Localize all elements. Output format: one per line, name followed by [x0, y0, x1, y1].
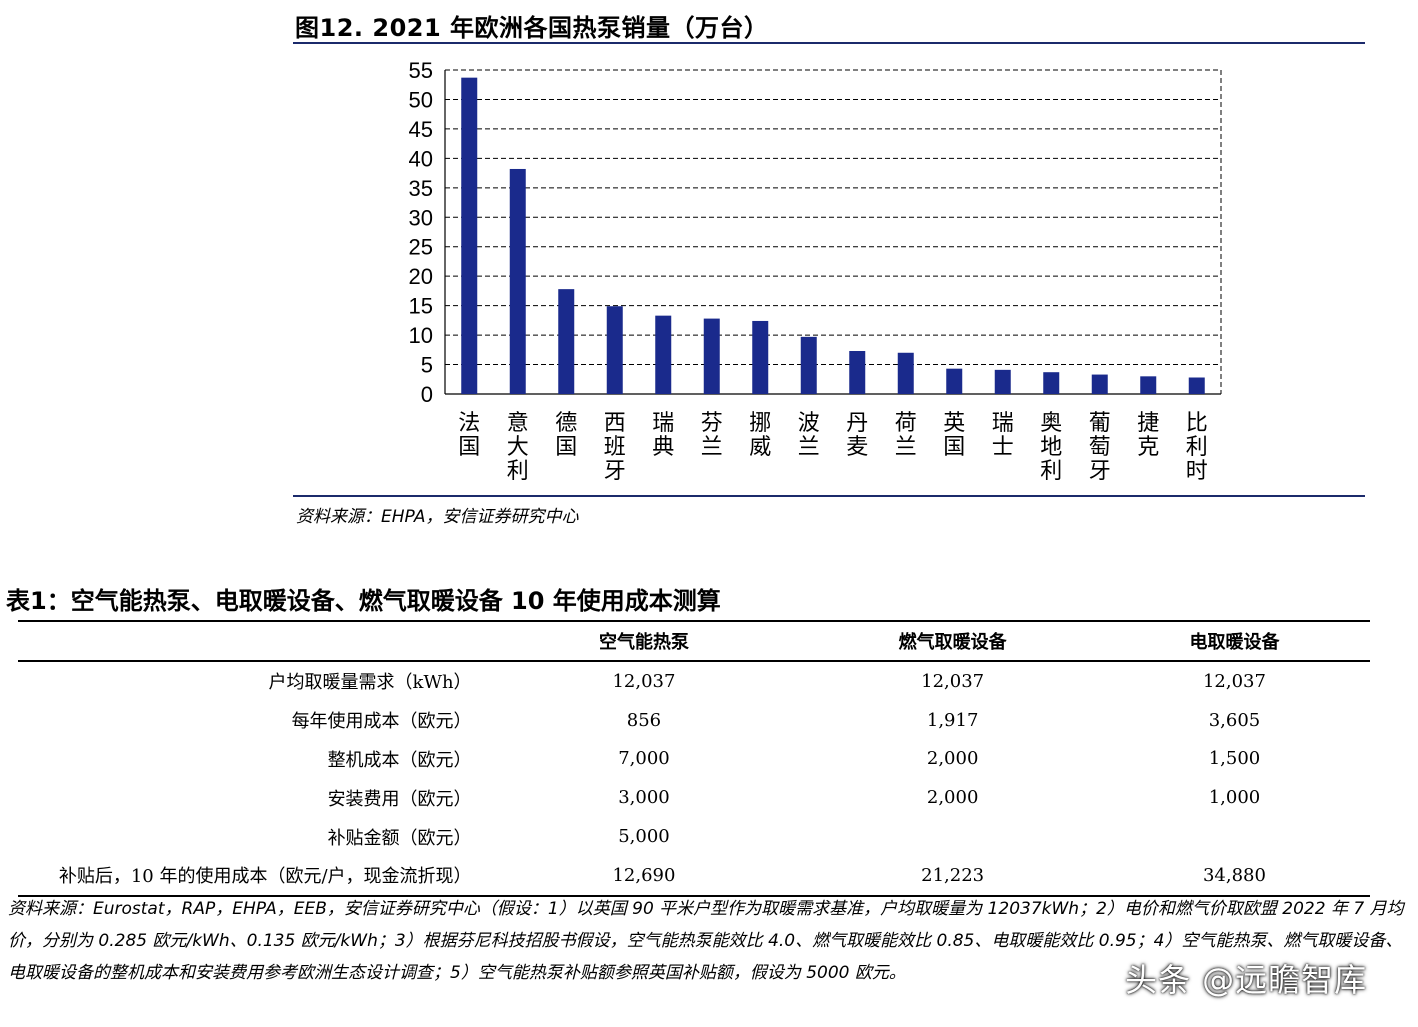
table-header-row: 空气能热泵 燃气取暖设备 电取暖设备 [18, 620, 1370, 662]
table-cell [806, 817, 1099, 856]
row-label: 户均取暖量需求（kWh） [268, 672, 472, 694]
x-tick-label: 瑞士 [992, 411, 1014, 460]
table-row: 安装费用（欧元） 3,000 2,000 1,000 [18, 778, 1370, 817]
y-tick-label: 0 [421, 382, 433, 407]
figure-top-rule [293, 42, 1365, 44]
table-cell: 12,037 [921, 670, 985, 692]
y-tick-label: 50 [409, 87, 433, 112]
row-label: 补贴后，10 年的使用成本（欧元/户，现金流折现） [18, 855, 482, 897]
table-cell: 3,605 [1208, 709, 1261, 731]
table-cell: 12,037 [612, 670, 676, 692]
table-cell: 21,223 [806, 855, 1099, 897]
x-tick-label: 比利时 [1186, 411, 1208, 484]
table-title: 表1：空气能热泵、电取暖设备、燃气取暖设备 10 年使用成本测算 [6, 587, 721, 615]
table-cell: 2,000 [926, 787, 979, 809]
bar [946, 368, 963, 394]
figure-source: 资料来源：EHPA，安信证券研究中心 [296, 507, 579, 527]
x-tick-label: 丹麦 [846, 411, 868, 460]
bar [849, 350, 866, 394]
x-tick-label: 奥地利 [1040, 411, 1062, 484]
bar-chart: 0 5 10 15 20 25 30 35 40 45 50 55 法国 意大利 德国 西班牙 瑞典芬兰挪威波兰… [409, 58, 1222, 484]
y-tick-label: 55 [409, 58, 433, 83]
y-tick-label: 45 [409, 117, 433, 142]
table-cell: 1,917 [926, 709, 979, 731]
bar [994, 369, 1011, 394]
header-cell: 空气能热泵 [481, 620, 807, 662]
y-tick-label: 40 [409, 146, 433, 171]
table-cell: 5,000 [618, 826, 670, 848]
header-cell [18, 620, 482, 662]
x-tick-label: 荷兰 [895, 411, 917, 460]
table-row: 整机成本（欧元） 7,000 2,000 1,500 [18, 740, 1370, 779]
x-tick-label: 葡萄牙 [1089, 411, 1111, 484]
table-cell: 34,880 [1098, 855, 1370, 897]
table-row: 每年使用成本（欧元） 856 1,917 3,605 [18, 701, 1370, 740]
table-cell: 2,000 [926, 748, 979, 770]
watermark: 头条 @远瞻智库 [1125, 961, 1368, 999]
bar [1188, 377, 1205, 394]
bar [655, 315, 672, 394]
row-label: 每年使用成本（欧元） [291, 711, 472, 733]
cost-table: 空气能热泵 燃气取暖设备 电取暖设备 户均取暖量需求（kWh） 12,037 1… [18, 620, 1370, 897]
row-label: 安装费用（欧元） [327, 788, 472, 810]
bar [1140, 376, 1157, 394]
table-cell: 1,000 [1208, 787, 1261, 809]
bar [703, 318, 720, 394]
x-tick-label: 芬兰 [701, 411, 723, 460]
table-row: 补贴后，10 年的使用成本（欧元/户，现金流折现） 12,690 21,223 … [18, 855, 1370, 897]
y-tick-label: 10 [409, 323, 433, 348]
figure-title: 图12. 2021 年欧洲各国热泵销量（万台） [295, 14, 769, 42]
table-cell: 3,000 [618, 787, 670, 809]
table-footnote: 资料来源：Eurostat，RAP，EHPA，EEB，安信证券研究中心（假设：1… [8, 899, 1404, 983]
y-tick-label: 15 [409, 294, 433, 319]
bar [461, 77, 478, 395]
header-cell: 电取暖设备 [1098, 620, 1370, 662]
table-cell: 856 [626, 709, 662, 731]
x-tick-label: 波兰 [798, 411, 820, 460]
table-row: 户均取暖量需求（kWh） 12,037 12,037 12,037 [18, 661, 1370, 701]
y-tick-label: 5 [421, 353, 433, 378]
bar [800, 336, 817, 394]
bar [558, 289, 575, 394]
table-cell: 12,037 [1202, 670, 1266, 692]
y-tick-label: 25 [409, 235, 433, 260]
bar [509, 168, 526, 394]
table-cell: 12,690 [481, 855, 807, 897]
header-cell: 燃气取暖设备 [806, 620, 1099, 662]
y-tick-label: 20 [409, 264, 433, 289]
bar [752, 320, 769, 394]
x-tick-label: 捷克 [1137, 411, 1159, 460]
bar [897, 352, 914, 394]
figure-bottom-rule [293, 495, 1365, 497]
bar [1091, 374, 1108, 394]
bar [606, 306, 623, 394]
x-tick-label: 德国 [555, 411, 577, 460]
x-tick-label: 瑞典 [652, 411, 674, 460]
table-row: 补贴金额（欧元） 5,000 [18, 817, 1370, 856]
bar [1043, 372, 1060, 394]
x-tick-label: 西班牙 [604, 411, 626, 484]
table-cell [1099, 817, 1370, 856]
x-tick-label: 英国 [943, 411, 965, 460]
row-label: 整机成本（欧元） [327, 749, 472, 771]
x-tick-label: 法国 [458, 411, 480, 460]
y-tick-label: 30 [409, 205, 433, 230]
table-cell: 1,500 [1208, 748, 1261, 770]
x-tick-label: 意大利 [507, 411, 529, 484]
table-cell: 7,000 [618, 748, 670, 770]
row-label: 补贴金额（欧元） [327, 827, 472, 849]
y-tick-label: 35 [409, 176, 433, 201]
x-tick-label: 挪威 [749, 411, 771, 460]
